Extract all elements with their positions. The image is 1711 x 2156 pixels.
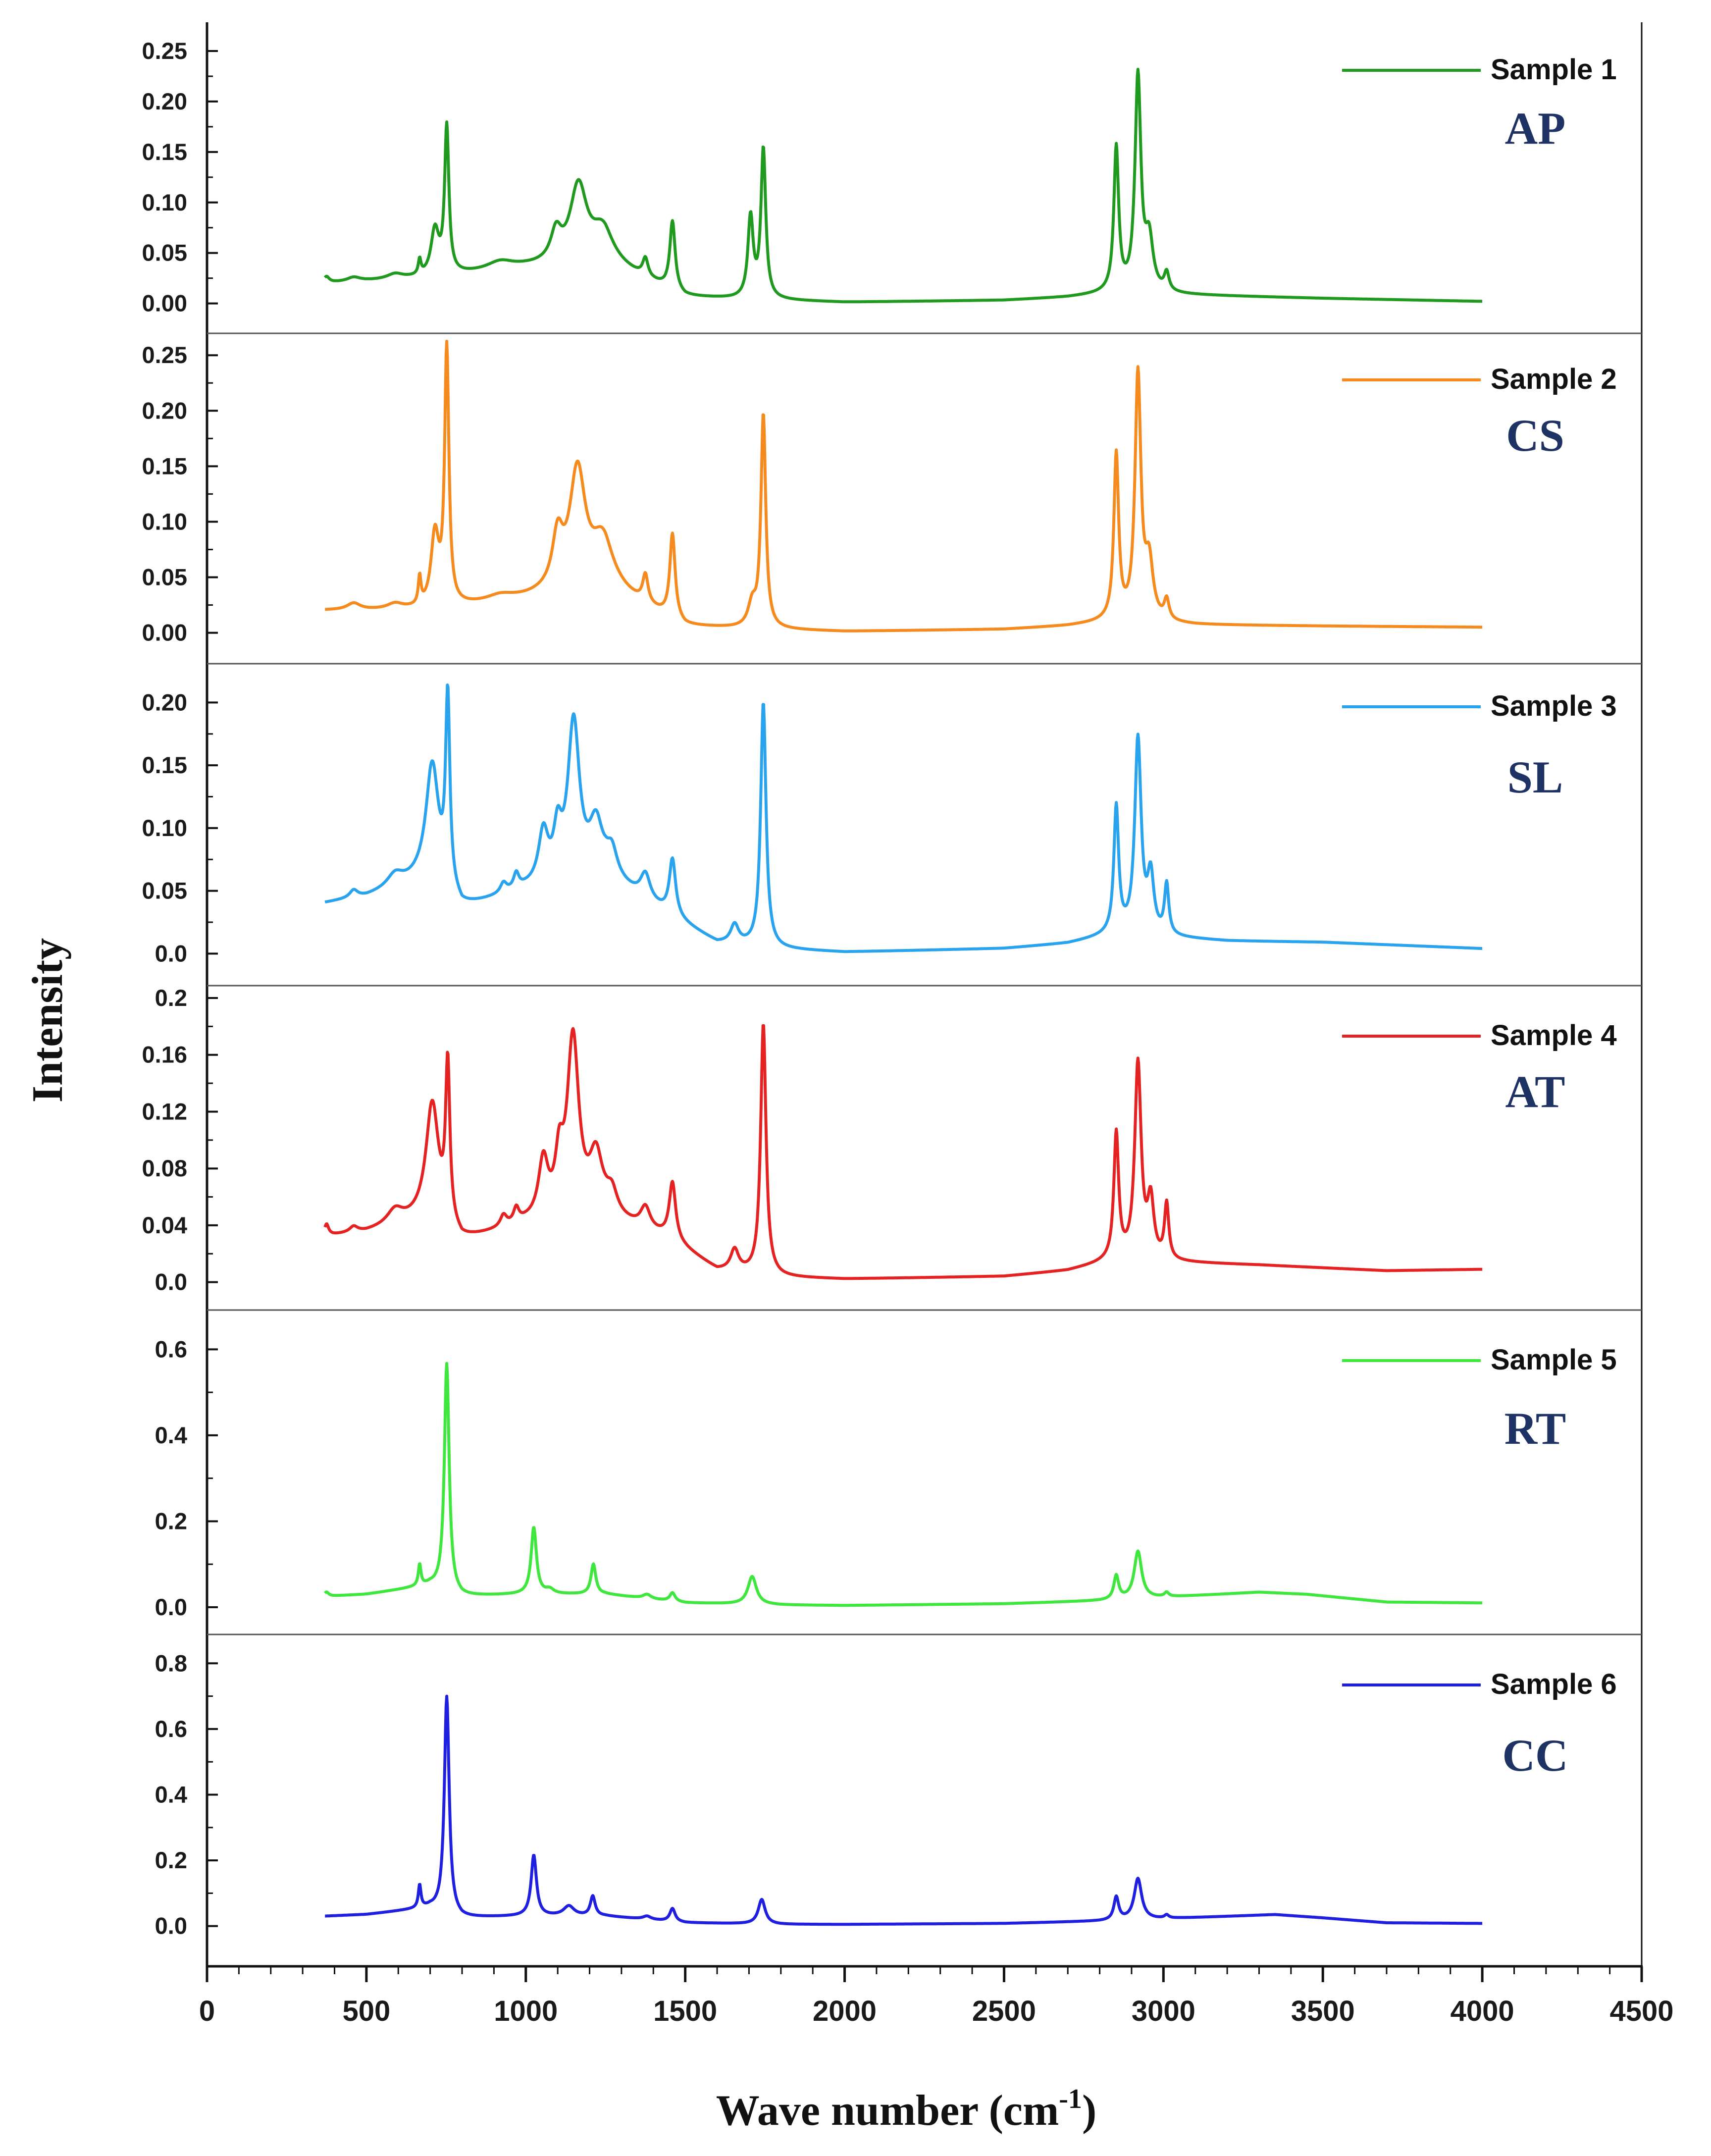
y-tick-label: 0.04 — [142, 1212, 187, 1238]
y-tick-label: 0.25 — [142, 342, 187, 368]
y-tick-label: 0.16 — [142, 1042, 187, 1068]
series-line-sample-5 — [324, 1362, 1483, 1607]
x-tick-label: 2500 — [972, 1995, 1036, 2027]
legend-label: Sample 2 — [1491, 363, 1617, 395]
panel-sample-4: 0.0 0.04 0.08 0.12 0.16 0.2 Sample 4 AT — [142, 985, 1642, 1295]
y-tick-label: 0.8 — [155, 1650, 187, 1676]
y-tick-label: 0.00 — [142, 290, 187, 316]
sample-code-label: CS — [1506, 410, 1564, 461]
x-axis-title-main: Wave number (cm — [716, 2087, 1059, 2135]
x-tick-label: 500 — [342, 1995, 390, 2027]
panel-sample-2: 0.00 0.05 0.10 0.15 0.20 0.25 Sample 2 CS — [142, 332, 1642, 646]
y-tick-label: 0.08 — [142, 1155, 187, 1181]
y-tick-label: 0.15 — [142, 139, 187, 165]
y-tick-label: 0.0 — [155, 1913, 187, 1939]
x-axis-title-close: ) — [1082, 2087, 1096, 2135]
legend-label: Sample 4 — [1491, 1019, 1617, 1052]
x-axis: 0 500 1000 1500 2000 2500 3000 3500 4000 4500 — [199, 1965, 1674, 2027]
x-tick-label: 2000 — [813, 1995, 877, 2027]
series-line-sample-2 — [324, 339, 1483, 632]
y-tick-label: 0.0 — [155, 1594, 187, 1620]
x-tick-label: 4500 — [1609, 1995, 1673, 2027]
sample-code-label: AP — [1505, 103, 1566, 154]
x-tick-label: 0 — [199, 1995, 215, 2027]
y-tick-label: 0.4 — [155, 1422, 187, 1448]
y-tick-label: 0.10 — [142, 189, 187, 215]
y-tick-label: 0.10 — [142, 508, 187, 534]
panel-sample-3: 0.0 0.05 0.10 0.15 0.20 Sample 3 SL — [142, 663, 1642, 966]
y-tick-label: 0.15 — [142, 752, 187, 778]
x-tick-label: 4000 — [1451, 1995, 1514, 2027]
y-tick-label: 0.20 — [142, 397, 187, 423]
y-tick-label: 0.05 — [142, 240, 187, 266]
y-axis-title: Intensity — [24, 938, 72, 1103]
legend-label: Sample 1 — [1491, 53, 1617, 86]
sample-code-label: SL — [1507, 752, 1563, 802]
y-tick-label: 0.20 — [142, 88, 187, 114]
y-tick-label: 0.10 — [142, 815, 187, 841]
series-line-sample-1 — [323, 67, 1483, 304]
panel-sample-1: 0.00 0.05 0.10 0.15 0.20 0.25 Sample 1 AP — [142, 38, 1617, 316]
x-tick-label: 1000 — [494, 1995, 558, 2027]
y-tick-label: 0.20 — [142, 689, 187, 715]
panel-sample-6: 0.0 0.2 0.4 0.6 0.8 Sample 6 CC — [155, 1633, 1642, 1939]
legend-label: Sample 5 — [1491, 1344, 1617, 1376]
y-tick-label: 0.4 — [155, 1782, 187, 1808]
series-line-sample-3 — [324, 683, 1483, 953]
sample-code-label: RT — [1504, 1403, 1566, 1454]
panel-sample-5: 0.0 0.2 0.4 0.6 Sample 5 RT — [155, 1309, 1642, 1620]
x-tick-label: 3000 — [1132, 1995, 1195, 2027]
x-axis-title: Wave number (cm-1) — [716, 2084, 1097, 2135]
y-tick-label: 0.05 — [142, 564, 187, 590]
y-tick-label: 0.6 — [155, 1716, 187, 1742]
x-tick-label: 1500 — [653, 1995, 717, 2027]
y-tick-label: 0.0 — [155, 1269, 187, 1295]
series-line-sample-6 — [324, 1694, 1483, 1926]
y-tick-label: 0.25 — [142, 38, 187, 64]
y-tick-label: 0.05 — [142, 878, 187, 904]
sample-code-label: CC — [1503, 1730, 1568, 1781]
series-line-sample-4 — [323, 1024, 1483, 1280]
y-tick-label: 0.00 — [142, 620, 187, 646]
legend-label: Sample 3 — [1491, 690, 1617, 722]
x-tick-label: 3500 — [1291, 1995, 1355, 2027]
y-tick-label: 0.0 — [155, 940, 187, 966]
legend-label: Sample 6 — [1491, 1668, 1617, 1700]
x-axis-title-superscript: -1 — [1059, 2084, 1082, 2114]
y-tick-label: 0.2 — [155, 1847, 187, 1873]
y-tick-label: 0.15 — [142, 453, 187, 479]
y-tick-label: 0.6 — [155, 1336, 187, 1362]
sample-code-label: AT — [1505, 1066, 1565, 1117]
y-tick-label: 0.12 — [142, 1098, 187, 1124]
y-tick-label: 0.2 — [155, 1508, 187, 1534]
y-tick-label: 0.2 — [155, 985, 187, 1011]
